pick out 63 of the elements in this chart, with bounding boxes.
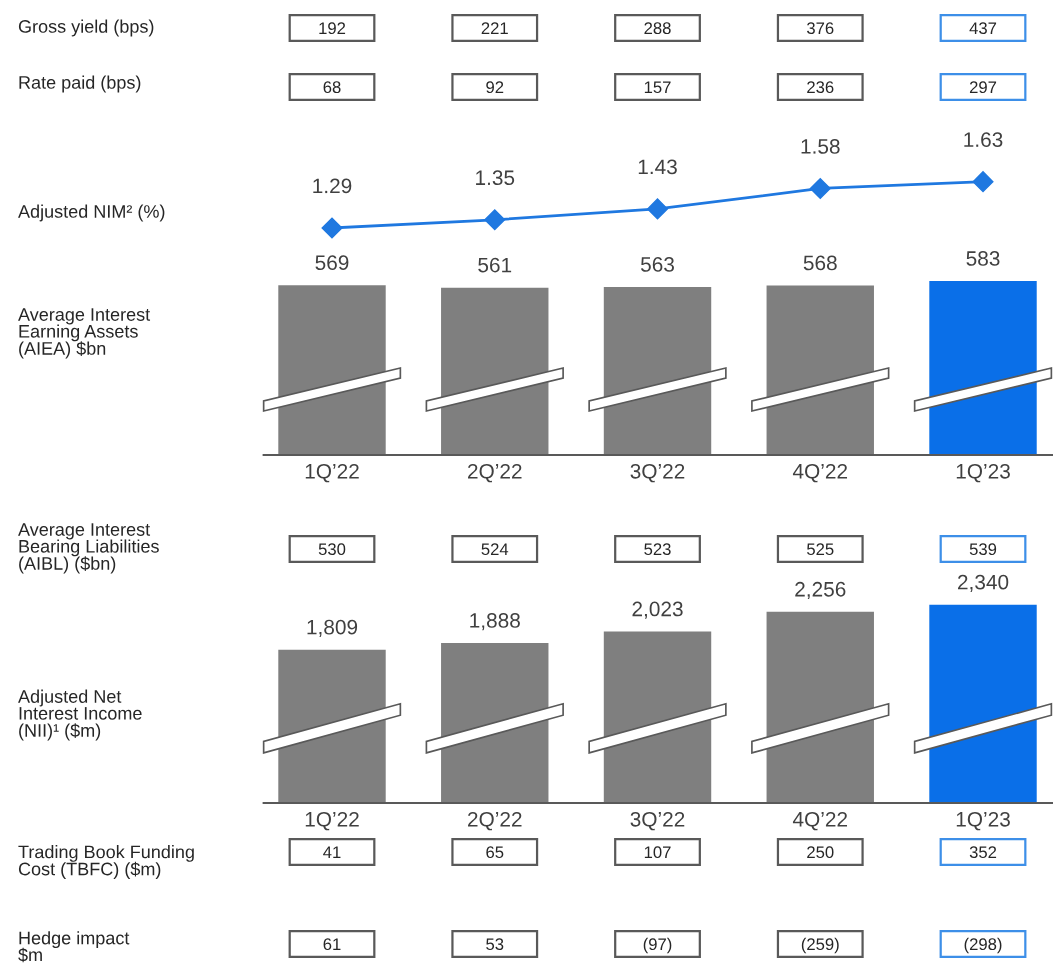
- data-label: 288: [644, 22, 671, 35]
- data-label: 61: [323, 938, 341, 951]
- data-label: 221: [481, 22, 508, 34]
- data-label: 53: [486, 938, 504, 951]
- data-label: 1,888: [470, 613, 520, 631]
- text: Average Interest Bearing Liabilities (AIBL) ($bn): [18, 523, 159, 574]
- data-label: 250: [807, 846, 834, 859]
- x-tick-label: 2Q’22: [468, 811, 522, 831]
- data-label: 569: [315, 255, 349, 271]
- data-label: 561: [478, 257, 512, 273]
- data-label: 524: [481, 543, 509, 556]
- data-label: 525: [807, 543, 834, 556]
- x-tick-label: 1Q’23: [956, 811, 1010, 831]
- data-label: 297: [969, 81, 997, 94]
- point: [484, 209, 506, 231]
- data-label: 1.35: [476, 170, 515, 186]
- data-label: 1.63: [964, 132, 1003, 147]
- data-label: 2,256: [795, 581, 846, 600]
- y-axis-title: Average Interest Earning Assets (AIEA) $bn: [18, 308, 151, 359]
- data-label: 1.58: [801, 139, 840, 154]
- data-label: 2,340: [958, 574, 1009, 592]
- x-tick-label: 3Q’22: [630, 811, 685, 831]
- text: Hedge impact $m: [18, 931, 130, 963]
- x-tick-label: 2Q’22: [468, 463, 522, 483]
- data-label: 1.43: [638, 159, 677, 175]
- data-label: 352: [969, 846, 997, 859]
- x-tick-label: 1Q’23: [956, 463, 1010, 483]
- data-label: 1,809: [307, 619, 358, 637]
- x-tick-label: 3Q’22: [630, 463, 685, 483]
- x-tick-label: 1Q’22: [305, 463, 359, 483]
- text: Trading Book Funding Cost (TBFC) ($m): [18, 845, 194, 879]
- data-label: 437: [969, 22, 997, 35]
- data-label: (97): [643, 937, 672, 954]
- data-label: 583: [966, 251, 1000, 266]
- data-label: 523: [644, 543, 671, 556]
- text: Rate paid (bps): [19, 75, 141, 93]
- data-label: 376: [807, 22, 834, 35]
- x-tick-label: 1Q’22: [305, 811, 359, 831]
- data-label: 157: [644, 81, 671, 94]
- data-label: 539: [969, 543, 997, 556]
- data-label: 65: [486, 846, 504, 859]
- data-label: 41: [323, 846, 341, 858]
- data-label: 568: [803, 255, 837, 271]
- point: [321, 217, 343, 239]
- data-label: 2,023: [632, 601, 683, 619]
- data-label: 236: [807, 81, 834, 94]
- text: Adjusted NIM² (%): [18, 204, 165, 222]
- data-label: 68: [323, 81, 341, 94]
- point: [972, 171, 994, 193]
- data-label: 192: [319, 22, 346, 35]
- data-label: 563: [640, 257, 674, 272]
- point: [809, 177, 831, 199]
- data-label: 92: [486, 81, 504, 94]
- data-label: (298): [964, 937, 1002, 954]
- text: Gross yield (bps): [18, 19, 154, 37]
- y-axis-title: Adjusted Net Interest Income (NII)¹ ($m): [18, 689, 142, 741]
- point: [646, 198, 669, 220]
- data-label: (259): [801, 937, 839, 954]
- data-label: 1.29: [313, 178, 352, 194]
- data-label: 530: [318, 543, 346, 556]
- data-label: 107: [644, 846, 671, 859]
- x-tick-label: 4Q’22: [792, 811, 848, 831]
- x-tick-label: 4Q’22: [792, 463, 848, 483]
